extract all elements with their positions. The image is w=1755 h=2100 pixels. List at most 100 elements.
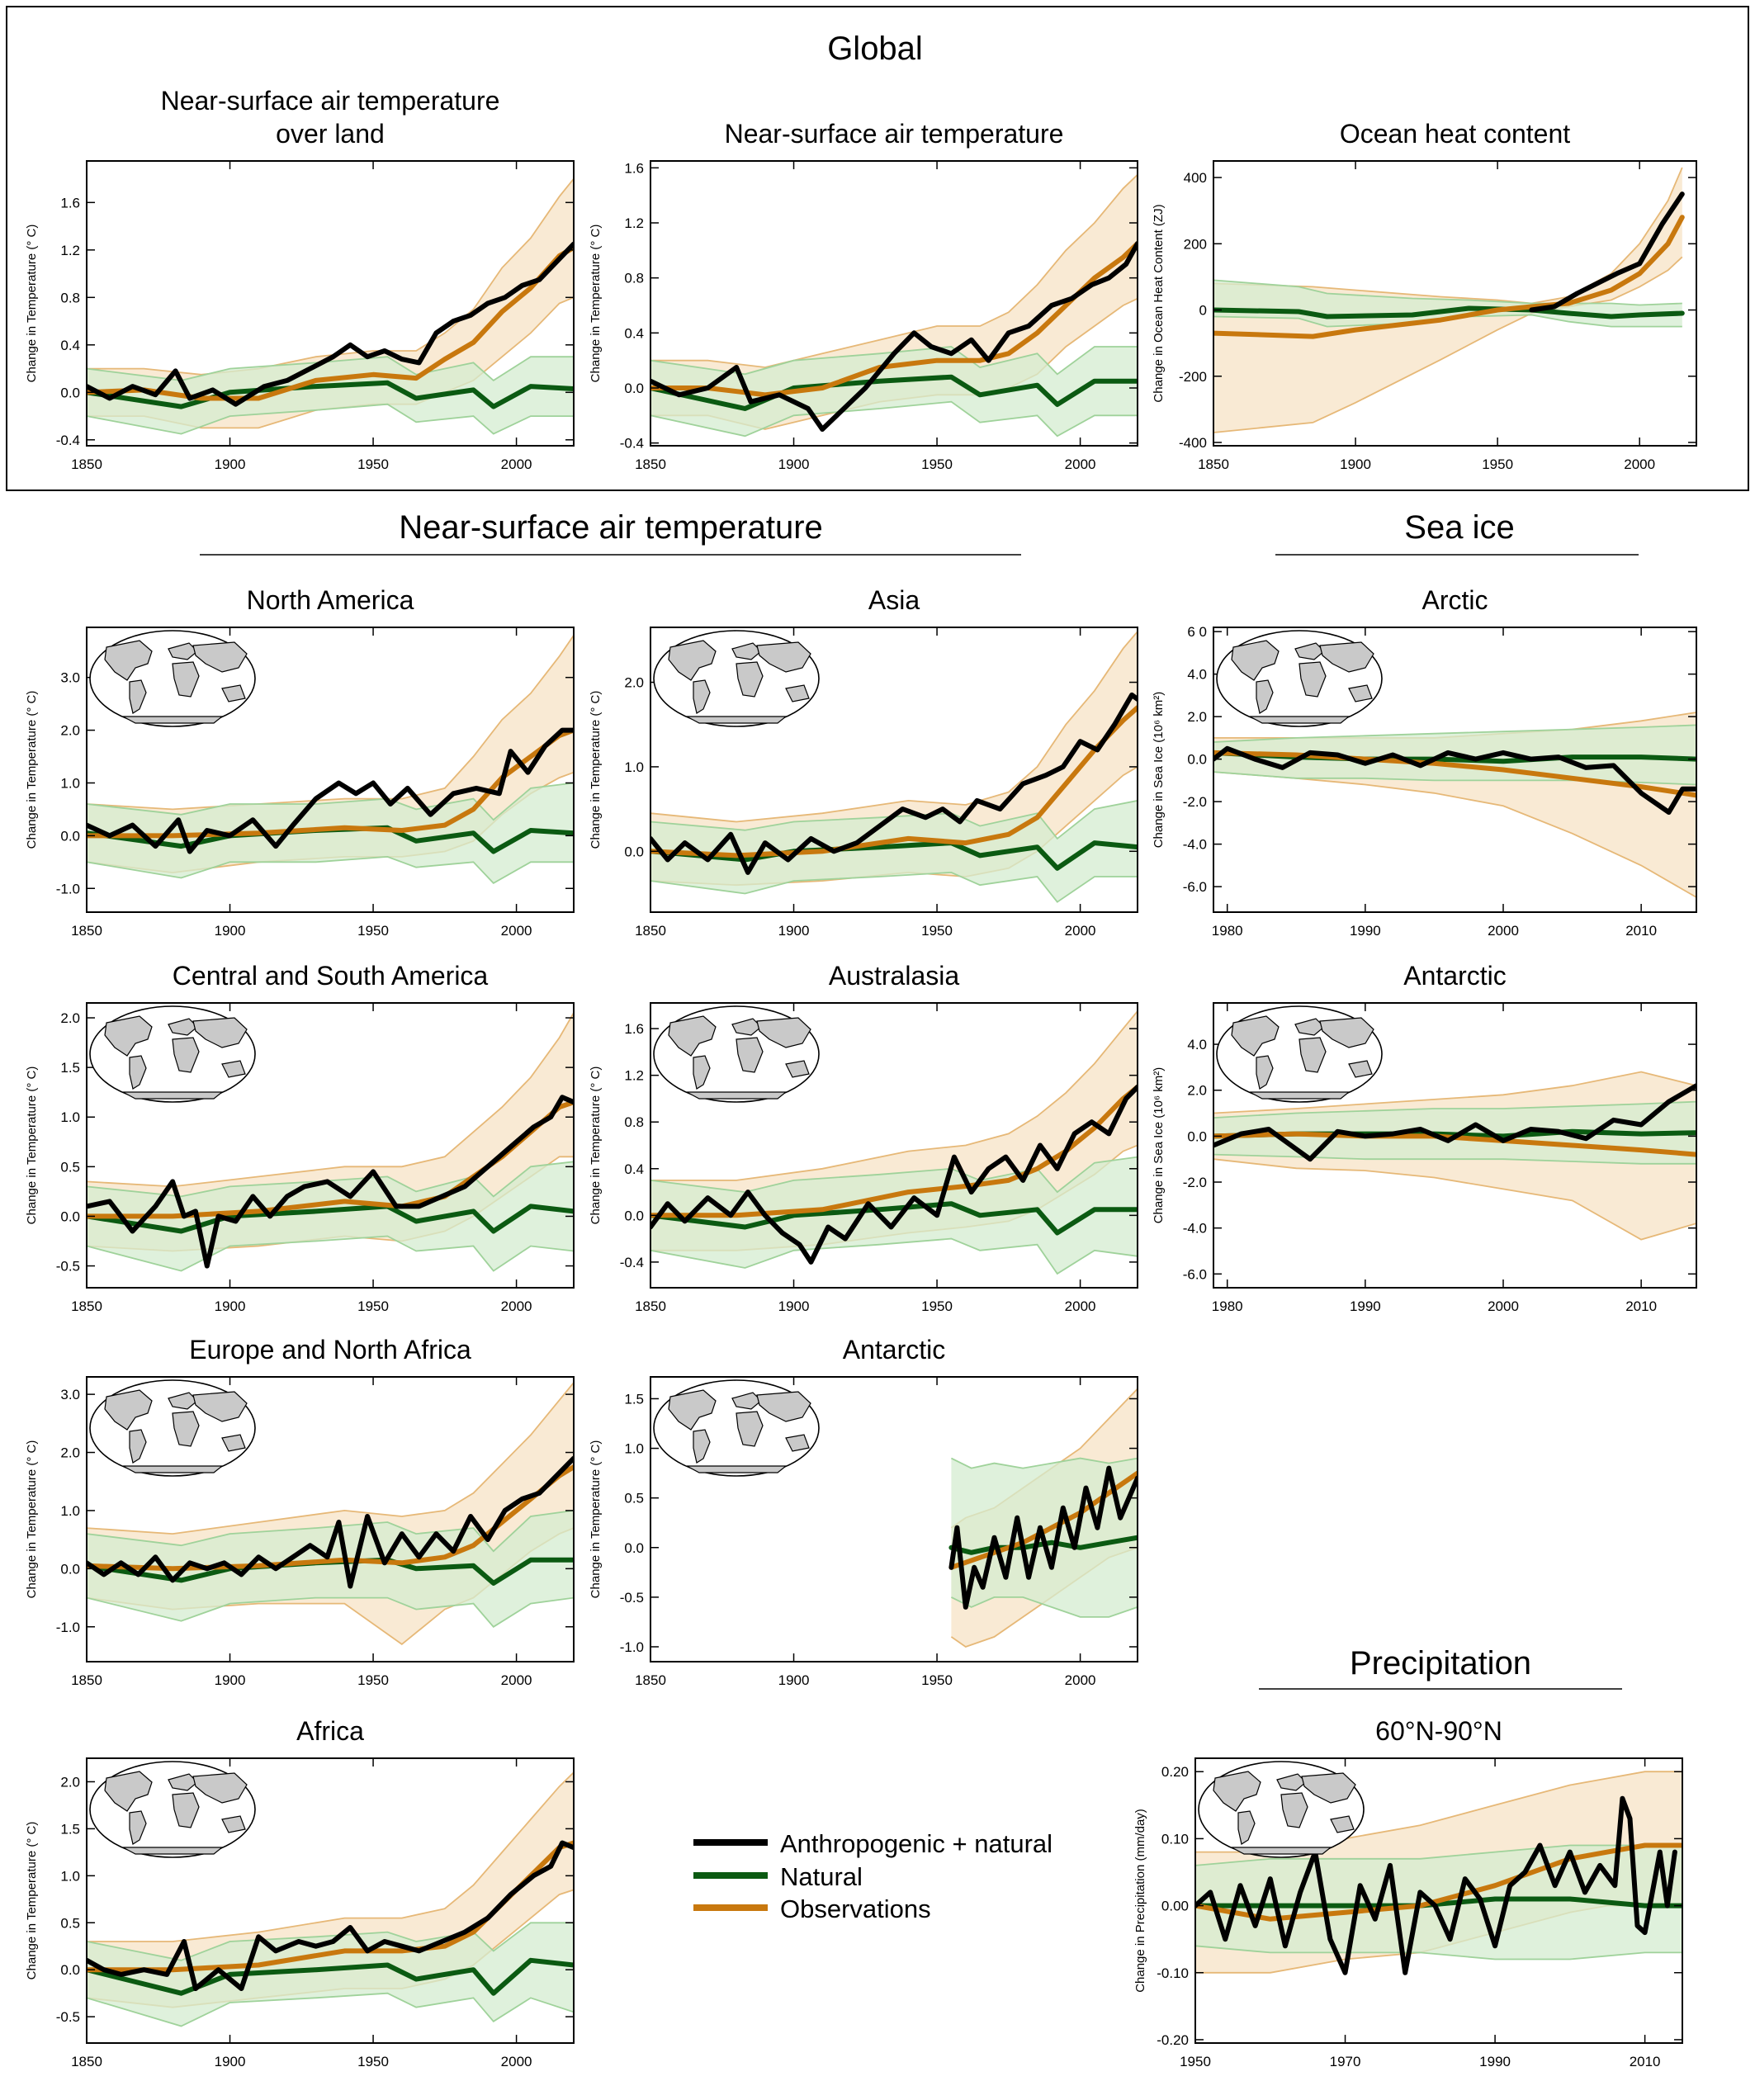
x-tick-label: 1950 bbox=[357, 2054, 389, 2069]
plot-area bbox=[948, 1388, 1138, 1648]
y-axis-label: Change in Temperature (° C) bbox=[25, 225, 39, 383]
y-tick-label: -1.0 bbox=[620, 1639, 644, 1655]
plot-frame bbox=[1213, 160, 1697, 447]
y-tick-label: -4.0 bbox=[1183, 837, 1207, 853]
x-tick-label: 1850 bbox=[635, 456, 666, 472]
chart-na: North America 1850 1900 1950 2000 -1.0 0.0 1.0 2… bbox=[25, 585, 575, 939]
y-tick-label: 0.20 bbox=[1161, 1764, 1189, 1780]
plot-frame bbox=[1213, 1002, 1697, 1289]
y-tick-label: -200 bbox=[1179, 369, 1207, 385]
observations-band-edge bbox=[1213, 771, 1696, 898]
x-tick-label: 1970 bbox=[1330, 2054, 1361, 2069]
map-landmass bbox=[221, 1815, 246, 1833]
natural-band-edge bbox=[87, 855, 574, 885]
y-tick-label: 2.0 bbox=[1187, 709, 1207, 725]
chart-title: Europe and North Africa bbox=[189, 1335, 471, 1365]
y-tick-label: 0.4 bbox=[624, 1161, 644, 1177]
chart-title: Antarctic bbox=[1403, 961, 1506, 991]
plot-area bbox=[1213, 167, 1685, 433]
y-tick-label: 2.0 bbox=[60, 1774, 80, 1790]
plot-frame bbox=[650, 627, 1138, 913]
region-map bbox=[89, 1761, 256, 1858]
chart-title: Asia bbox=[868, 585, 920, 615]
series-line-anthro bbox=[650, 692, 1138, 875]
x-tick-label: 1950 bbox=[921, 1298, 953, 1314]
map-landmass bbox=[1299, 1037, 1327, 1073]
plot-frame bbox=[86, 1002, 575, 1289]
observations-band-edge bbox=[87, 1382, 574, 1535]
y-tick-label: 1.2 bbox=[60, 243, 80, 258]
plot-area bbox=[650, 174, 1138, 438]
plot-frame bbox=[86, 627, 575, 913]
map-landmass bbox=[1237, 1810, 1256, 1845]
observations-band-edge bbox=[1213, 1071, 1696, 1114]
y-tick-label: -0.5 bbox=[56, 2009, 80, 2025]
x-tick-label: 1990 bbox=[1479, 2054, 1511, 2069]
natural-band-edge bbox=[951, 1596, 1138, 1618]
map-landmass bbox=[1280, 1792, 1308, 1828]
legend-label-observations: Observations bbox=[780, 1894, 931, 1923]
y-axis-label: Change in Temperature (° C) bbox=[25, 1440, 39, 1599]
y-tick-label: 2.0 bbox=[60, 1445, 80, 1461]
y-axis-label: Change in Sea Ice (10⁶ km²) bbox=[1152, 1067, 1166, 1224]
map-landmass bbox=[168, 1392, 198, 1410]
temp-section-heading: Near-surface air temperature bbox=[399, 509, 823, 546]
map-landmass bbox=[756, 1017, 811, 1048]
map-landmass bbox=[172, 661, 200, 698]
map-landmass bbox=[1330, 1815, 1355, 1833]
x-tick-label: 1850 bbox=[635, 1672, 666, 1688]
map-landmass bbox=[1319, 1017, 1374, 1048]
chart-title: Central and South America bbox=[173, 961, 489, 991]
map-landmass bbox=[686, 1465, 788, 1473]
map-landmass bbox=[122, 716, 224, 724]
map-landmass bbox=[1231, 1847, 1332, 1855]
x-tick-label: 1900 bbox=[778, 1672, 810, 1688]
observations-band-edge bbox=[650, 174, 1138, 368]
plot-frame bbox=[650, 1002, 1138, 1289]
chart-title: Ocean heat content bbox=[1340, 119, 1570, 149]
series-line-observations bbox=[1213, 215, 1685, 339]
chart-title: 60°N-90°N bbox=[1375, 1716, 1502, 1746]
map-landmass bbox=[693, 679, 711, 714]
y-axis-label: Change in Temperature (° C) bbox=[25, 1822, 39, 1980]
natural-band-edge bbox=[650, 400, 1138, 438]
plot-area bbox=[87, 1012, 574, 1272]
y-tick-label: -4.0 bbox=[1183, 1221, 1207, 1237]
x-tick-label: 1850 bbox=[71, 1298, 102, 1314]
y-axis-label: Change in Temperature (° C) bbox=[589, 1067, 603, 1225]
chart-africa: Africa 1850 1900 1950 2000 -0.5 0.0 0.5 1.0 1.5 2.… bbox=[25, 1716, 575, 2069]
plot-frame bbox=[1194, 1757, 1683, 2044]
chart-arctic_ice: Arctic 1980 1990 2000 2010 -6.0 -4.0 -2.0 0.0 2.0… bbox=[1152, 585, 1697, 939]
y-tick-label: 2.0 bbox=[1187, 1083, 1207, 1099]
y-tick-label: -6.0 bbox=[1183, 879, 1207, 895]
x-tick-label: 1900 bbox=[215, 456, 246, 472]
y-tick-label: -1.0 bbox=[56, 1620, 80, 1635]
map-landmass bbox=[1231, 1015, 1280, 1057]
natural-band bbox=[87, 357, 574, 434]
map-landmass bbox=[686, 716, 788, 724]
series-line-anthro bbox=[87, 1455, 574, 1589]
y-tick-label: 0.0 bbox=[624, 844, 644, 859]
natural-band bbox=[650, 347, 1138, 437]
seaice-section-heading: Sea ice bbox=[1404, 509, 1514, 546]
map-landmass bbox=[1299, 661, 1327, 698]
series-line-observations bbox=[650, 1084, 1138, 1218]
natural-band-edge bbox=[650, 1156, 1138, 1194]
x-tick-label: 1990 bbox=[1350, 1298, 1381, 1314]
natural-band-edge bbox=[1213, 724, 1696, 743]
x-tick-label: 2000 bbox=[1065, 923, 1096, 939]
map-landmass bbox=[756, 641, 811, 673]
observations-band bbox=[87, 178, 574, 428]
map-landmass bbox=[1348, 1060, 1373, 1078]
map-landmass bbox=[668, 1015, 717, 1057]
x-tick-label: 1950 bbox=[1180, 2054, 1211, 2069]
x-tick-label: 1850 bbox=[71, 2054, 102, 2069]
natural-band bbox=[87, 783, 574, 883]
map-landmass bbox=[221, 684, 246, 702]
natural-band-edge bbox=[1213, 314, 1682, 328]
x-tick-label: 1900 bbox=[778, 923, 810, 939]
series-line-anthro bbox=[87, 241, 574, 407]
natural-band-edge bbox=[1213, 279, 1682, 306]
y-tick-label: 1.6 bbox=[624, 160, 644, 176]
